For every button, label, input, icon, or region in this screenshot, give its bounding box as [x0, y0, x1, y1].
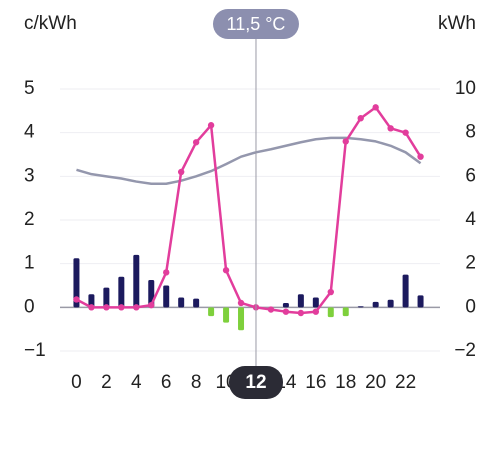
y-axis-title: c/kWh	[24, 13, 77, 34]
point	[177, 168, 185, 176]
point	[148, 301, 155, 309]
y-tick-label: 4	[24, 122, 35, 143]
x-tick-label: 16	[305, 372, 326, 393]
bar	[73, 258, 80, 308]
y2-tick-label: 2	[465, 253, 476, 274]
y2-axis-title: kWh	[438, 13, 476, 34]
bar	[417, 295, 424, 308]
x-tick-label: 8	[191, 372, 202, 393]
bar	[178, 297, 185, 308]
bar	[297, 294, 304, 308]
y-tick-label: 0	[24, 296, 35, 317]
point	[312, 308, 320, 315]
bar	[402, 274, 409, 308]
point	[372, 104, 379, 111]
y2-tick-label: −2	[454, 340, 476, 361]
x-tick-label: 0	[71, 372, 82, 393]
point	[417, 153, 424, 160]
line	[75, 106, 422, 315]
point	[133, 304, 140, 311]
x-tick-label: 2	[101, 372, 112, 393]
y2-tick-label: 6	[465, 165, 476, 186]
selected-hour-badge	[228, 366, 283, 399]
bar	[133, 254, 140, 308]
bar	[223, 307, 230, 323]
bar	[193, 298, 200, 308]
point	[118, 304, 125, 311]
point	[402, 129, 409, 136]
y2-tick-label: 8	[465, 122, 476, 143]
point	[342, 138, 349, 145]
point	[387, 125, 394, 132]
line	[76, 136, 422, 186]
y2-tick-label: 4	[465, 209, 476, 230]
y-tick-label: 3	[24, 165, 35, 186]
bar	[208, 307, 215, 317]
y-tick-label: −1	[24, 340, 46, 361]
x-tick-label: 4	[131, 372, 142, 393]
y-tick-label: 5	[24, 78, 35, 99]
point	[88, 304, 95, 311]
bar	[372, 301, 379, 308]
point	[297, 309, 305, 317]
y2-tick-label: 10	[455, 78, 476, 99]
bar	[357, 306, 364, 308]
point	[192, 139, 200, 146]
point	[357, 115, 364, 122]
x-tick-label: 18	[335, 372, 356, 393]
point	[207, 122, 215, 129]
point	[237, 299, 245, 307]
y-tick-label: 2	[24, 209, 35, 230]
y2-tick-label: 0	[465, 296, 476, 317]
x-tick-label: 6	[161, 372, 172, 393]
bar	[238, 307, 245, 331]
temperature-badge	[212, 9, 299, 39]
point	[282, 308, 290, 315]
x-tick-label: 20	[365, 372, 386, 393]
point	[327, 288, 334, 296]
bar	[88, 294, 95, 308]
point	[73, 296, 80, 303]
y-tick-label: 1	[24, 253, 35, 274]
point	[163, 269, 170, 276]
point	[267, 306, 275, 313]
point	[103, 304, 110, 311]
bar	[327, 307, 334, 318]
point	[222, 267, 230, 274]
bar	[312, 297, 319, 308]
bar	[118, 276, 125, 308]
bar	[342, 307, 349, 317]
bar	[163, 285, 170, 308]
selected-hour-label: 12	[245, 372, 266, 393]
bar	[103, 287, 110, 308]
temperature-label: 11,5 °C	[227, 14, 286, 34]
bar	[387, 299, 394, 308]
bar	[282, 302, 289, 308]
x-tick-label: 22	[395, 372, 416, 393]
